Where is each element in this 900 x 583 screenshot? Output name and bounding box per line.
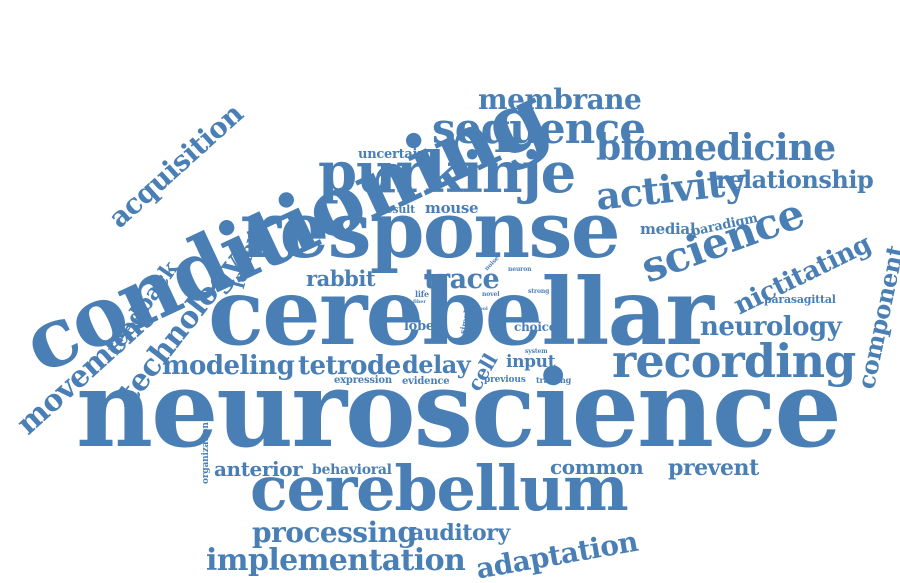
word-delay: delay (402, 350, 471, 379)
word-previous: previous (484, 375, 526, 385)
word-processing: processing (252, 516, 417, 549)
word-uncertain: uncertain (358, 147, 427, 162)
word-auditory: auditory (410, 520, 510, 546)
word-novel: novel (482, 291, 500, 298)
word-expression: expression (334, 375, 392, 386)
word-neurology: neurology (700, 312, 842, 342)
word-anterior: anterior (214, 457, 303, 481)
word-relationship: relationship (716, 165, 874, 194)
word-sequence: sequence (432, 104, 646, 153)
word-common: common (550, 455, 644, 479)
word-parasagittal: parasagittal (764, 293, 836, 306)
word-system: system (525, 348, 548, 355)
word-component: component (851, 242, 900, 392)
word-neuroscience: neuroscience (76, 346, 842, 471)
word-cerebellum: cerebellum (250, 452, 629, 525)
word-recording: recording (612, 334, 856, 388)
word-fiber: fiber (413, 299, 426, 305)
word-tetrode: tetrode (298, 351, 401, 381)
word-lobe: lobe (404, 319, 434, 334)
word-behavioral: behavioral (312, 462, 392, 478)
word-purkinje: purkinje (318, 140, 576, 206)
word-organization: organization (201, 422, 211, 484)
word-cerebellar: cerebellar (208, 258, 714, 366)
word-trace: trace (424, 264, 500, 295)
word-training: training (536, 375, 572, 385)
word-response: response (240, 185, 621, 276)
word-pool: pool (476, 306, 488, 312)
word-choice: choice (514, 320, 557, 334)
word-rabbit: rabbit (306, 266, 376, 291)
word-implementation: implementation (206, 543, 466, 578)
word-biomedicine: biomedicine (596, 127, 836, 169)
word-modeling: modeling (162, 351, 295, 381)
word-prevent: prevent (668, 455, 759, 481)
word-neuron: neuron (508, 266, 532, 273)
word-strong: strong (528, 288, 550, 295)
word-life: life (415, 289, 429, 299)
word-membrane: membrane (478, 83, 642, 116)
word-mouse: mouse (425, 199, 479, 217)
word-medial: medial (640, 220, 696, 238)
word-evidence: evidence (402, 376, 450, 387)
word-result: result (380, 203, 415, 216)
word-input: input (506, 352, 556, 372)
